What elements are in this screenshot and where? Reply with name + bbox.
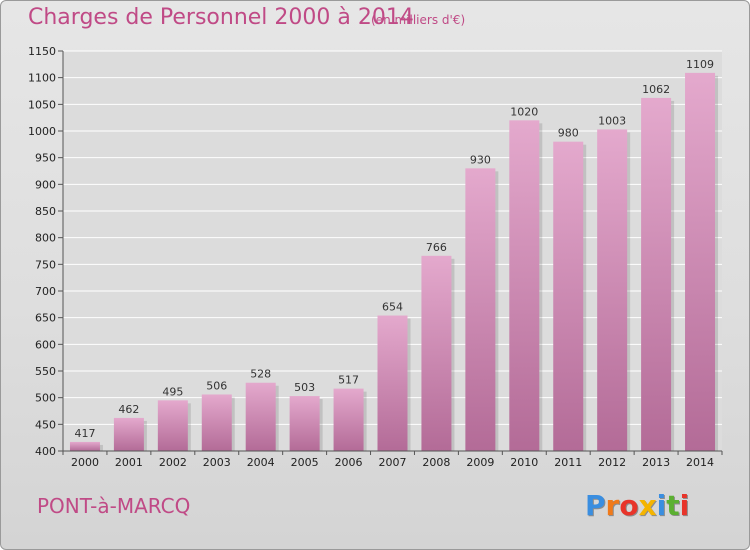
x-tick-label: 2005 xyxy=(291,456,319,469)
commune-name: PONT-à-MARCQ xyxy=(37,494,191,518)
x-tick-label: 2008 xyxy=(422,456,450,469)
x-tick-label: 2014 xyxy=(686,456,714,469)
bar-2012 xyxy=(597,129,628,451)
x-tick-label: 2003 xyxy=(203,456,231,469)
x-tick-label: 2002 xyxy=(159,456,187,469)
bar-2014 xyxy=(685,72,716,451)
bar-2002 xyxy=(157,400,188,451)
data-label-2004: 528 xyxy=(250,368,271,381)
data-label-2005: 503 xyxy=(294,381,315,394)
y-tick-label: 900 xyxy=(35,178,56,191)
y-tick-label: 750 xyxy=(35,258,56,271)
y-tick-label: 950 xyxy=(35,152,56,165)
y-axis: 400 450 500 550 600 650 700 750 800 850 900 950 1000… xyxy=(28,45,64,458)
y-tick-label: 500 xyxy=(35,392,56,405)
x-tick-label: 2004 xyxy=(247,456,275,469)
x-tick-label: 2010 xyxy=(510,456,538,469)
bar-2004 xyxy=(245,382,276,451)
data-label-2000: 417 xyxy=(74,427,95,440)
data-label-2010: 1020 xyxy=(510,105,538,118)
bar-2001 xyxy=(113,417,144,451)
y-tick-label: 800 xyxy=(35,232,56,245)
bars: 417 462 495 506 528 503 517 654 766 930 1020 980 100… xyxy=(69,58,719,452)
y-tick-label: 1050 xyxy=(28,98,56,111)
x-tick-label: 2007 xyxy=(379,456,407,469)
x-tick-label: 2006 xyxy=(335,456,363,469)
bar-2003 xyxy=(201,394,232,451)
proxiti-logo: Proxiti xyxy=(585,489,690,522)
x-axis: 2000 2001 2002 2003 2004 2005 2006 2007 2008 2009… xyxy=(62,450,723,469)
bar-2000 xyxy=(69,441,100,451)
bar-2010 xyxy=(509,120,540,451)
chart-title: Charges de Personnel 2000 à 2014 xyxy=(28,5,414,30)
y-tick-label: 850 xyxy=(35,205,56,218)
x-tick-label: 2009 xyxy=(466,456,494,469)
data-label-2007: 654 xyxy=(382,301,403,314)
y-tick-label: 1100 xyxy=(28,72,56,85)
y-tick-label: 1150 xyxy=(28,45,56,58)
data-label-2003: 506 xyxy=(206,379,227,392)
data-label-2006: 517 xyxy=(338,374,359,387)
data-label-2009: 930 xyxy=(470,153,491,166)
data-label-2013: 1062 xyxy=(642,83,670,96)
x-tick-label: 2000 xyxy=(71,456,99,469)
data-label-2014: 1109 xyxy=(686,58,714,71)
bar-2009 xyxy=(465,168,496,452)
y-tick-label: 450 xyxy=(35,418,56,431)
bar-2007 xyxy=(377,315,408,451)
y-tick-label: 650 xyxy=(35,312,56,325)
data-label-2012: 1003 xyxy=(598,114,626,127)
bar-2008 xyxy=(421,255,452,451)
data-label-2011: 980 xyxy=(558,127,579,140)
x-tick-label: 2011 xyxy=(554,456,582,469)
y-tick-label: 400 xyxy=(35,445,56,458)
y-tick-label: 600 xyxy=(35,338,56,351)
x-tick-label: 2013 xyxy=(642,456,670,469)
data-label-2002: 495 xyxy=(162,385,183,398)
bar-2006 xyxy=(333,388,364,451)
bar-2013 xyxy=(641,97,672,451)
x-tick-label: 2001 xyxy=(115,456,143,469)
data-label-2008: 766 xyxy=(426,241,447,254)
y-tick-label: 700 xyxy=(35,285,56,298)
y-tick-label: 550 xyxy=(35,365,56,378)
bar-2011 xyxy=(553,141,584,451)
bar-2005 xyxy=(289,396,320,451)
y-tick-label: 1000 xyxy=(28,125,56,138)
x-tick-label: 2012 xyxy=(598,456,626,469)
chart-subtitle: (en milliers d'€) xyxy=(371,13,466,27)
data-label-2001: 462 xyxy=(118,403,139,416)
